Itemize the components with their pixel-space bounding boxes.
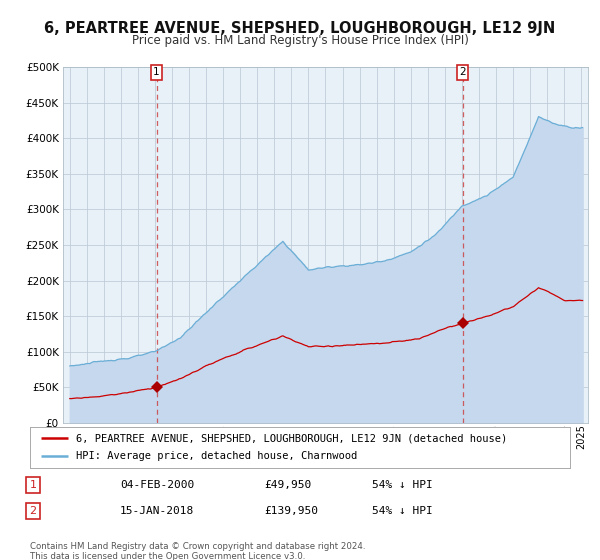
Text: 6, PEARTREE AVENUE, SHEPSHED, LOUGHBOROUGH, LE12 9JN: 6, PEARTREE AVENUE, SHEPSHED, LOUGHBOROU… [44,21,556,36]
Text: 1: 1 [153,67,160,77]
Text: 54% ↓ HPI: 54% ↓ HPI [372,480,433,490]
Text: £49,950: £49,950 [264,480,311,490]
Text: 15-JAN-2018: 15-JAN-2018 [120,506,194,516]
Text: 2: 2 [29,506,37,516]
Text: 1: 1 [29,480,37,490]
Text: 2: 2 [459,67,466,77]
Text: 6, PEARTREE AVENUE, SHEPSHED, LOUGHBOROUGH, LE12 9JN (detached house): 6, PEARTREE AVENUE, SHEPSHED, LOUGHBOROU… [76,433,507,443]
Text: HPI: Average price, detached house, Charnwood: HPI: Average price, detached house, Char… [76,451,357,461]
Text: 54% ↓ HPI: 54% ↓ HPI [372,506,433,516]
Text: 04-FEB-2000: 04-FEB-2000 [120,480,194,490]
Text: Price paid vs. HM Land Registry's House Price Index (HPI): Price paid vs. HM Land Registry's House … [131,34,469,46]
Text: Contains HM Land Registry data © Crown copyright and database right 2024.
This d: Contains HM Land Registry data © Crown c… [30,542,365,560]
Text: £139,950: £139,950 [264,506,318,516]
